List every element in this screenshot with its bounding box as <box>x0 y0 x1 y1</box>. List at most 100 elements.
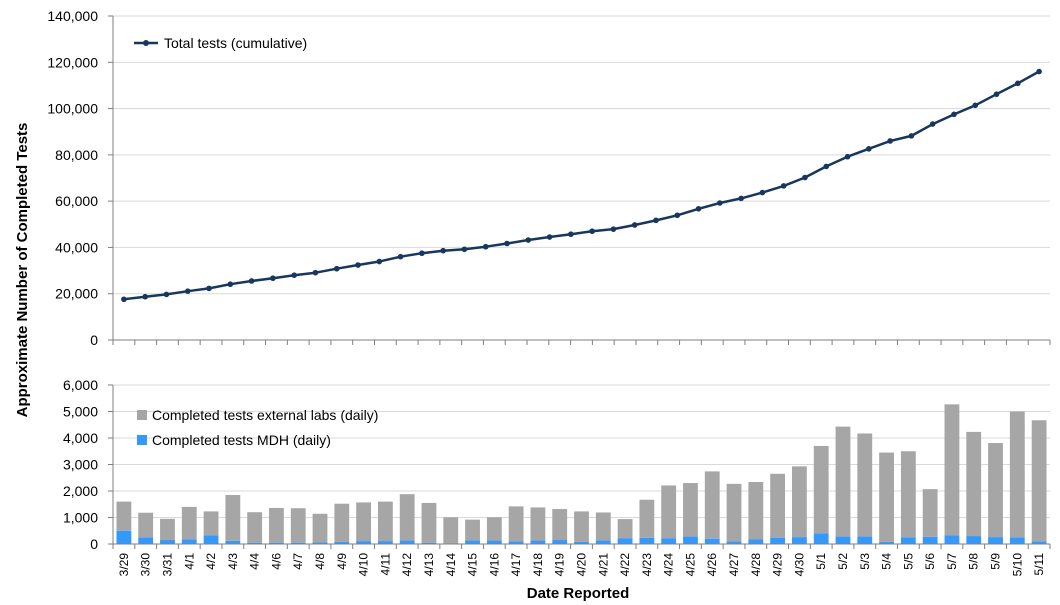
bar-external <box>770 473 786 538</box>
bar-mdh <box>116 530 132 544</box>
x-tick-label: 4/25 <box>684 553 698 577</box>
cumulative-point <box>163 291 170 298</box>
bar-external <box>181 506 197 540</box>
x-tick-label: 5/10 <box>1010 553 1024 577</box>
x-tick-label: 3/31 <box>161 553 175 577</box>
x-tick-label: 4/14 <box>444 553 458 577</box>
x-tick-label: 4/15 <box>466 553 480 577</box>
cumulative-point <box>184 288 191 294</box>
bar-external <box>726 483 742 542</box>
top-y-tick-label: 20,000 <box>55 286 98 302</box>
bar-mdh <box>138 537 154 544</box>
cumulative-point <box>248 278 255 284</box>
legend-label-mdh: Completed tests MDH (daily) <box>152 432 331 448</box>
x-tick-label: 4/29 <box>771 553 785 577</box>
x-tick-label: 4/1 <box>182 553 196 570</box>
bar-external <box>1031 420 1047 542</box>
bar-mdh <box>160 540 175 544</box>
x-tick-labels: 3/29 3/30 3/31 4/1 4/2 4/3 4/4 4/6 4/7 4/8 4/9 4/10… <box>117 553 1046 577</box>
bottom-legend: Completed tests external labs (daily) Co… <box>137 407 378 448</box>
bar-external <box>595 512 611 541</box>
cumulative-point <box>461 246 468 253</box>
cumulative-point <box>993 91 1000 98</box>
cumulative-point <box>780 183 787 189</box>
cumulative-point <box>908 133 915 139</box>
x-tick-label: 5/9 <box>989 553 1003 570</box>
cumulative-point <box>674 212 681 219</box>
cumulative-point <box>759 189 766 196</box>
bar-mdh <box>704 538 720 544</box>
bar-mdh <box>334 541 350 544</box>
cumulative-point <box>504 240 510 247</box>
x-tick-label: 4/6 <box>269 553 283 570</box>
cumulative-point <box>717 200 723 206</box>
bar-mdh <box>922 536 938 544</box>
cumulative-point <box>631 222 638 228</box>
cumulative-point <box>419 250 425 257</box>
cumulative-point <box>653 217 659 224</box>
bar-mdh <box>857 536 873 544</box>
x-tick-label: 4/21 <box>596 553 610 577</box>
bar-external <box>704 471 720 539</box>
cumulative-point <box>610 226 617 232</box>
cumulative-point <box>589 228 595 235</box>
bar-external <box>791 466 807 538</box>
bar-external <box>443 517 459 544</box>
cumulative-point <box>802 174 808 181</box>
bar-mdh <box>312 542 328 544</box>
x-tick-label: 5/3 <box>858 553 872 570</box>
cumulative-point <box>397 253 404 260</box>
bar-external <box>312 513 328 543</box>
bar-external <box>617 519 633 539</box>
bar-mdh <box>399 540 415 544</box>
top-y-tick-labels: 0 20,000 40,000 60,000 80,000 100,000 120,000 1… <box>47 8 98 348</box>
x-tick-label: 4/17 <box>509 553 523 577</box>
top-y-tick-label: 40,000 <box>55 239 98 255</box>
x-tick-label: 4/12 <box>400 553 414 577</box>
bar-external <box>857 433 873 537</box>
x-axis-title: Date Reported <box>527 585 630 602</box>
cumulative-point <box>568 231 574 238</box>
cumulative-point <box>951 111 957 118</box>
cumulative-point <box>121 296 127 303</box>
bar-external <box>966 431 982 537</box>
bar-mdh <box>465 540 480 544</box>
bar-mdh <box>813 533 829 544</box>
bar-external <box>661 485 677 539</box>
cumulative-point <box>972 102 979 109</box>
bar-external <box>486 517 502 541</box>
bar-mdh <box>247 542 263 544</box>
bar-external <box>944 404 960 536</box>
bar-external <box>377 501 393 542</box>
bar-external <box>116 501 132 531</box>
axes <box>108 15 1051 549</box>
x-tick-label: 5/1 <box>814 553 828 570</box>
bar-external <box>465 519 480 541</box>
bar-mdh <box>791 537 807 544</box>
x-tick-label: 4/4 <box>248 553 262 570</box>
bar-external <box>639 499 655 538</box>
bar-mdh <box>617 538 633 544</box>
top-gridlines <box>113 15 1050 295</box>
top-y-tick-label: 120,000 <box>47 54 98 70</box>
bar-external <box>160 518 175 541</box>
cumulative-point <box>929 121 936 127</box>
bar-external <box>988 443 1003 538</box>
bar-external <box>508 506 524 542</box>
bottom-y-tick-label: 1,000 <box>63 510 98 526</box>
bar-mdh <box>1031 541 1047 544</box>
x-tick-label: 4/23 <box>640 553 654 577</box>
top-y-tick-label: 80,000 <box>55 147 98 163</box>
x-tick-label: 4/26 <box>705 553 719 577</box>
bar-mdh <box>225 540 241 544</box>
x-tick-label: 4/19 <box>553 553 567 577</box>
bar-external <box>552 509 568 541</box>
x-tick-label: 3/30 <box>139 553 153 577</box>
bar-mdh <box>290 542 306 544</box>
bar-external <box>683 483 698 537</box>
bar-mdh <box>683 536 698 544</box>
bar-external <box>835 426 851 537</box>
bar-external <box>900 451 916 538</box>
x-tick-label: 4/27 <box>727 553 741 577</box>
